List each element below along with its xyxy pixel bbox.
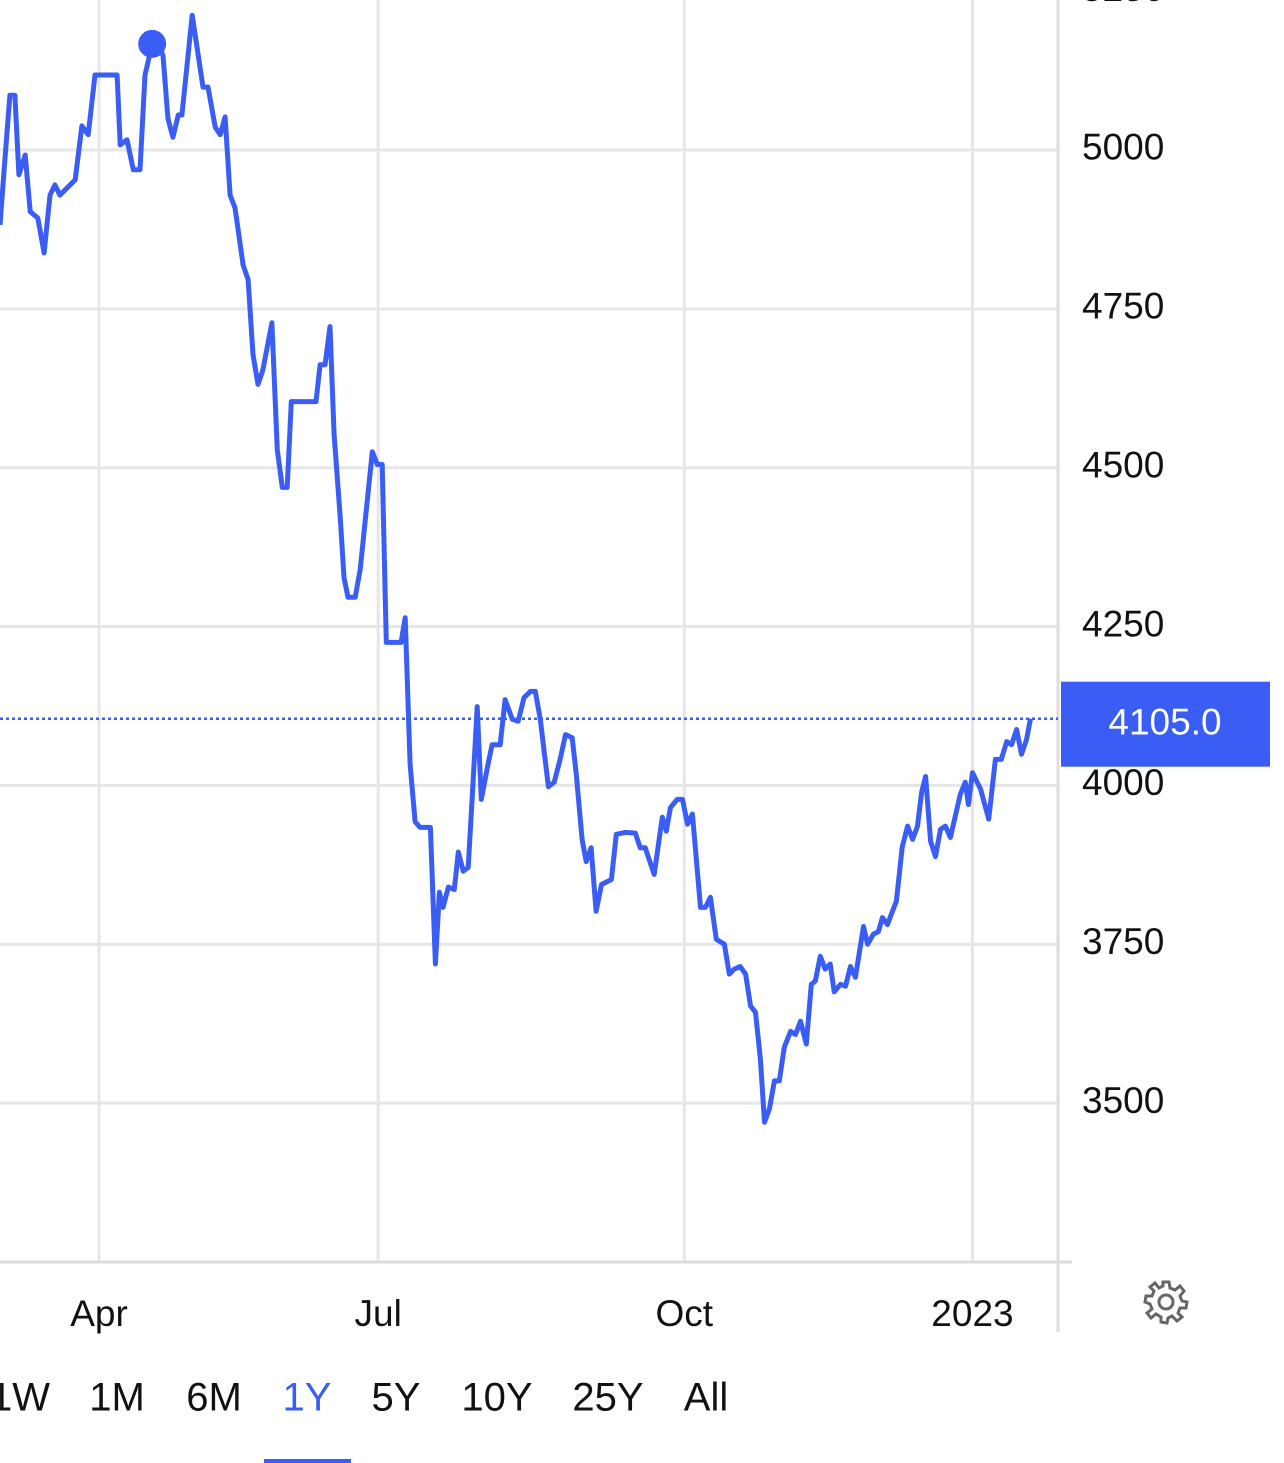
range-button[interactable]: 10Y xyxy=(461,1376,532,1420)
highlight-point xyxy=(138,29,167,58)
price-label: 4105.0 xyxy=(1108,701,1221,742)
range-button[interactable]: 5Y xyxy=(372,1376,421,1420)
price-line xyxy=(0,12,1033,1125)
y-tick-label: 3750 xyxy=(1082,921,1164,962)
range-button[interactable]: 1M xyxy=(89,1376,145,1420)
gear-hub xyxy=(1157,1293,1175,1311)
y-tick-label: 5250 xyxy=(1082,0,1164,9)
x-tick-label: 2023 xyxy=(931,1293,1013,1334)
range-button[interactable]: 1Y xyxy=(283,1376,332,1420)
range-button[interactable]: 6M xyxy=(186,1376,242,1420)
range-button[interactable]: All xyxy=(684,1376,728,1420)
settings-icon[interactable] xyxy=(1143,1280,1189,1325)
y-tick-label: 4750 xyxy=(1082,286,1164,327)
y-tick-label: 4250 xyxy=(1082,603,1164,644)
x-tick-label: Jul xyxy=(355,1293,402,1334)
y-tick-label: 3500 xyxy=(1082,1080,1164,1121)
active-underline xyxy=(264,1459,351,1463)
price-box xyxy=(1061,681,1270,767)
y-tick-label: 4500 xyxy=(1082,444,1164,485)
x-tick-label: Oct xyxy=(656,1293,714,1334)
gear-outline xyxy=(1143,1280,1189,1325)
range-button[interactable]: 25Y xyxy=(572,1376,643,1420)
grid xyxy=(0,0,1058,1262)
range-button[interactable]: 1W xyxy=(0,1376,50,1420)
y-tick-label: 4000 xyxy=(1082,762,1164,803)
y-tick-label: 5000 xyxy=(1082,127,1164,168)
x-tick-label: Apr xyxy=(70,1293,128,1334)
